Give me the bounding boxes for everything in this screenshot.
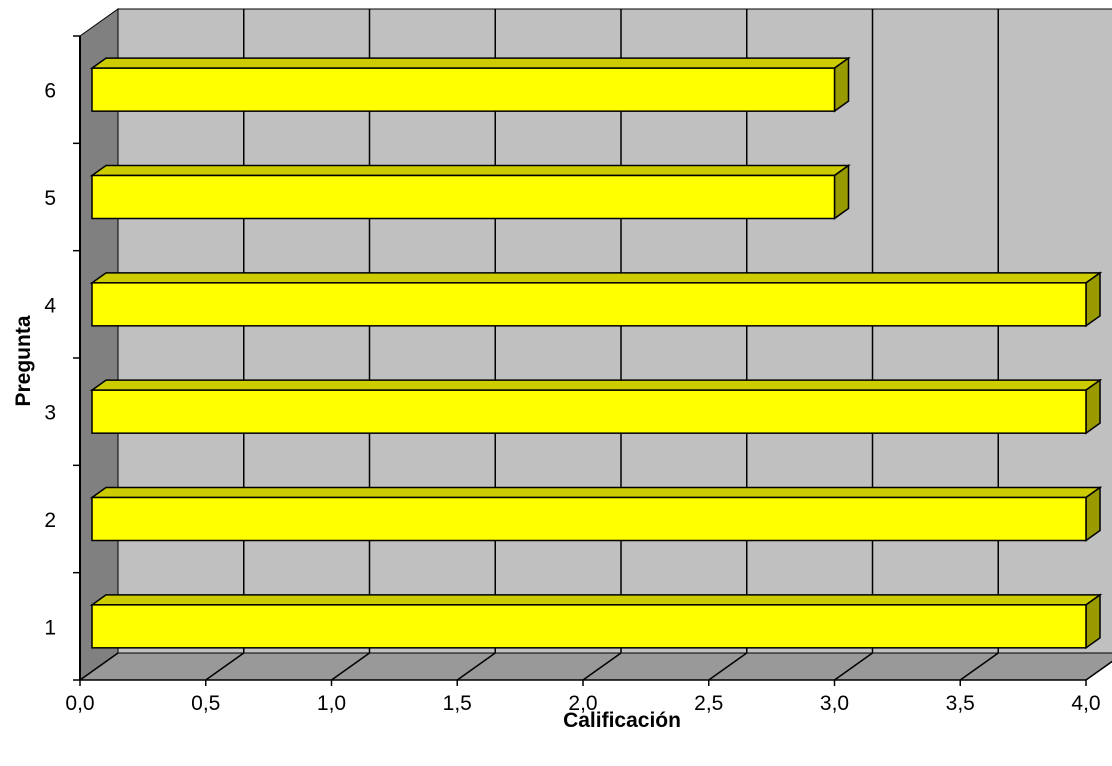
y-tick-label: 6	[44, 80, 56, 103]
x-tick-label: 0,5	[191, 692, 220, 715]
bar	[89, 593, 1103, 650]
chart-walls	[78, 8, 1112, 681]
bar-front-face	[91, 389, 1087, 434]
gridlines	[79, 9, 1112, 681]
floor-gridline	[1085, 660, 1112, 681]
floor-gridline	[959, 652, 999, 681]
y-tick-label: 1	[44, 616, 56, 639]
bar-side-face	[1085, 378, 1101, 435]
bar-top-face	[89, 486, 1103, 499]
x-tick-label: 2,5	[694, 692, 723, 715]
bar-side-face	[1085, 486, 1101, 542]
bar-top-face	[89, 164, 851, 177]
bar-front-face	[91, 496, 1087, 542]
x-tick-label: 2,0	[568, 692, 597, 715]
floor-gridline	[79, 652, 119, 681]
tick-labels: 6 5 4 3 2 1 0,0 0,5 1,0 1,5 2,0 2,5 3,0 3,5 4,0	[44, 80, 1100, 715]
bar-side-face	[833, 164, 850, 220]
back-wall	[117, 8, 1112, 654]
floor-gridline	[205, 652, 245, 681]
bar-top-face	[89, 594, 1103, 606]
y-tick-label: 2	[44, 509, 56, 532]
floor-gridline	[456, 652, 496, 681]
floor-gridline	[331, 652, 370, 681]
bar-front-face	[91, 282, 1087, 327]
bar	[89, 486, 1103, 542]
x-tick-label: 4,0	[1071, 692, 1100, 715]
bar	[89, 56, 851, 113]
floor-gridline	[708, 652, 748, 681]
y-tick-label: 5	[44, 187, 56, 210]
bar-side-face	[1085, 271, 1101, 328]
bar-side-face	[833, 56, 850, 113]
x-axis-title: Calificación	[563, 709, 681, 732]
x-tick-label: 3,0	[820, 692, 849, 715]
bar	[89, 378, 1103, 435]
y-axis-title: Pregunta	[12, 315, 35, 406]
bars	[89, 56, 1103, 650]
y-tick-label: 4	[44, 294, 56, 317]
x-tick-label: 1,5	[443, 692, 472, 715]
bar-side-face	[1085, 593, 1101, 650]
bar	[89, 164, 851, 220]
bar-top-face	[89, 272, 1103, 284]
bar-top-face	[89, 379, 1103, 391]
bar-front-face	[91, 174, 836, 220]
x-tick-label: 0,0	[65, 692, 94, 715]
x-tick-label: 3,5	[946, 692, 975, 715]
bar-top-face	[89, 57, 851, 69]
floor-gridline	[582, 652, 622, 681]
bar-front-face	[91, 67, 836, 112]
floor	[78, 652, 1112, 681]
x-tick-label: 1,0	[317, 692, 346, 715]
floor-gridline	[834, 652, 873, 681]
bar	[89, 271, 1103, 328]
bar-front-face	[91, 604, 1087, 649]
axes	[73, 35, 1087, 686]
y-tick-label: 3	[44, 402, 56, 425]
